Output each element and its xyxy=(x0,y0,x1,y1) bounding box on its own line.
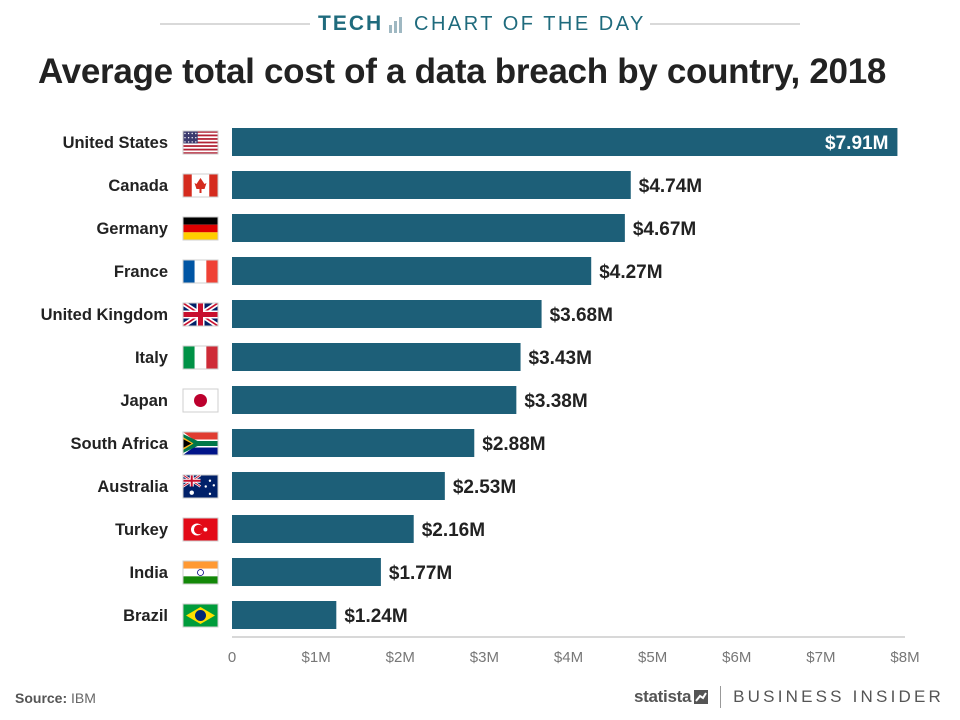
data-label: $1.77M xyxy=(389,563,452,584)
x-tick-label: $6M xyxy=(722,649,751,666)
turkey-flag-icon xyxy=(182,517,219,542)
bar xyxy=(232,300,542,328)
x-tick-label: $2M xyxy=(386,649,415,666)
bar xyxy=(232,257,592,285)
data-label: $3.38M xyxy=(524,391,587,412)
category-label: Australia xyxy=(97,478,168,496)
data-label: $2.53M xyxy=(453,477,516,498)
bar xyxy=(232,386,517,414)
source-note: Source: IBM xyxy=(15,690,96,706)
bar xyxy=(232,214,625,242)
germany-flag-icon xyxy=(182,216,219,241)
bar xyxy=(232,171,631,199)
bar xyxy=(232,472,445,500)
category-label: United Kingdom xyxy=(41,306,168,324)
data-label: $2.88M xyxy=(482,434,545,455)
header-label: CHART OF THE DAY xyxy=(414,13,646,35)
south-africa-flag-icon xyxy=(182,431,219,456)
category-label: Brazil xyxy=(123,607,168,625)
source-label: Source: xyxy=(15,690,68,706)
france-flag-icon xyxy=(182,259,219,284)
x-tick-label: $1M xyxy=(302,649,331,666)
x-tick-label: $5M xyxy=(638,649,667,666)
brazil-flag-icon xyxy=(182,603,219,628)
bar xyxy=(232,429,475,457)
category-label: United States xyxy=(63,134,168,152)
us-flag-icon xyxy=(182,130,219,155)
data-label: $4.67M xyxy=(633,219,696,240)
data-label: $4.74M xyxy=(639,176,702,197)
x-tick-label: $8M xyxy=(890,649,919,666)
india-flag-icon xyxy=(182,560,219,585)
data-label: $2.16M xyxy=(422,520,485,541)
source-value: IBM xyxy=(71,690,96,706)
bar xyxy=(232,343,521,371)
bar xyxy=(232,515,414,543)
australia-flag-icon xyxy=(182,474,219,499)
statista-logo: statista xyxy=(634,687,692,706)
italy-flag-icon xyxy=(182,345,219,370)
chart-header: TECH CHART OF THE DAY xyxy=(0,10,960,38)
x-tick-label: $7M xyxy=(806,649,835,666)
category-label: India xyxy=(129,564,168,582)
category-label: Italy xyxy=(135,349,169,367)
data-label: $4.27M xyxy=(599,262,662,283)
data-label: $7.91M xyxy=(825,133,888,154)
bar xyxy=(232,558,381,586)
chart-title: Average total cost of a data breach by c… xyxy=(38,52,887,91)
x-tick-label: $4M xyxy=(554,649,583,666)
header-brand: TECH xyxy=(318,12,384,35)
japan-flag-icon xyxy=(182,388,219,413)
footer-logos: statista BUSINESS INSIDER xyxy=(634,684,944,710)
bar xyxy=(232,128,898,156)
category-label: Japan xyxy=(120,392,168,410)
bar-chart-icon xyxy=(389,17,402,33)
category-label: Turkey xyxy=(115,521,169,539)
business-insider-logo: BUSINESS INSIDER xyxy=(733,687,944,706)
header-rule-left xyxy=(160,23,310,25)
data-label: $1.24M xyxy=(344,606,407,627)
x-tick-label: 0 xyxy=(228,649,236,666)
category-label: France xyxy=(114,263,168,281)
header-rule-right xyxy=(650,23,800,25)
footer-divider xyxy=(720,686,722,708)
category-label: Germany xyxy=(96,220,168,238)
uk-flag-icon xyxy=(182,302,219,327)
category-label: Canada xyxy=(108,177,168,195)
data-label: $3.43M xyxy=(529,348,592,369)
canada-flag-icon xyxy=(182,173,219,198)
category-label: South Africa xyxy=(71,435,169,453)
bar xyxy=(232,601,337,629)
statista-icon xyxy=(694,690,709,704)
x-tick-label: $3M xyxy=(470,649,499,666)
data-label: $3.68M xyxy=(550,305,613,326)
